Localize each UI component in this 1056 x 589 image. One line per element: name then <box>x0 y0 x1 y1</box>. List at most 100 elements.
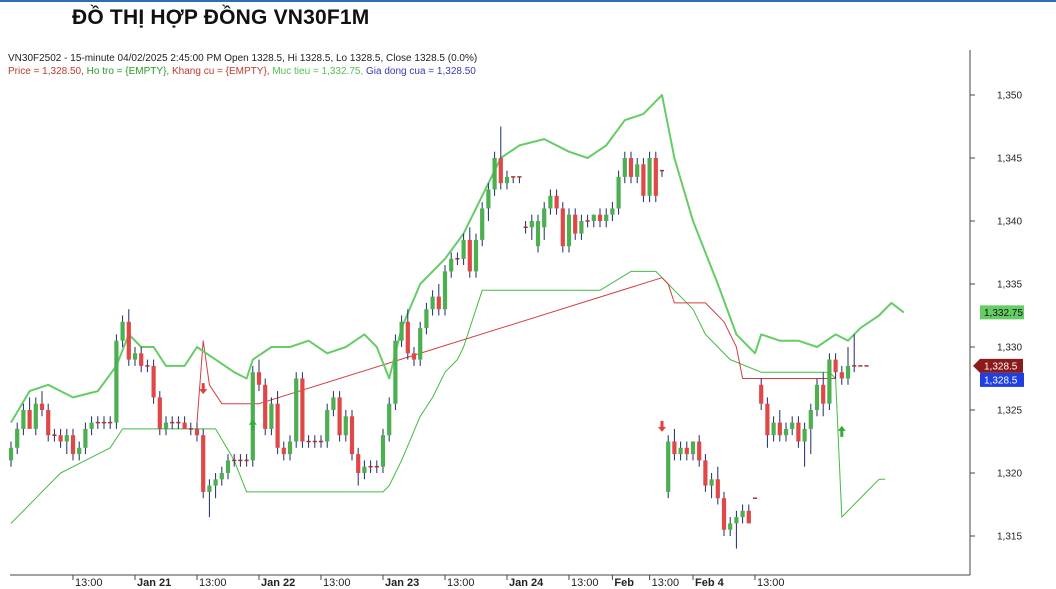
chart-axes: 1,315 1,320 1,325 1,330 1,335 1,340 1,345 1,350… <box>10 50 1022 589</box>
candle-body <box>728 523 733 530</box>
candle-body <box>362 466 367 473</box>
candle-body <box>387 403 392 436</box>
sell-arrow-icon <box>199 383 208 395</box>
candle-body <box>641 164 646 196</box>
resistance-line <box>196 277 836 423</box>
target-price-label-bg <box>980 305 1024 320</box>
candle-body <box>616 176 621 209</box>
candle-body <box>213 479 218 486</box>
candle-body <box>287 441 293 455</box>
legend-gia-dong-cua: Gia dong cua = 1,328.50 <box>366 66 476 77</box>
candle-body <box>405 321 410 354</box>
candle-body <box>560 208 565 247</box>
candle-body <box>821 384 826 404</box>
candle-body <box>529 221 534 228</box>
candle-body <box>27 410 32 429</box>
candle-body <box>70 435 76 455</box>
candle-body <box>777 422 782 436</box>
chart-price-labels: 1,332.75 1,328.5 1,328.5 <box>973 305 1024 387</box>
x-tick-label: Jan 24 <box>509 577 544 589</box>
candle-body <box>343 416 348 436</box>
candle-body <box>39 403 45 410</box>
candle-body <box>33 403 38 429</box>
chart-info-header: VN30F2502 - 15-minute 04/02/2025 2:45:00… <box>8 53 478 64</box>
x-tick-label: 13:00 <box>757 577 785 589</box>
candle-body <box>269 403 274 429</box>
candle-body <box>207 485 212 492</box>
candle-body <box>281 447 286 455</box>
candle-body <box>697 441 702 461</box>
x-tick-label: 13:00 <box>447 577 475 589</box>
candle-body <box>492 158 497 190</box>
x-tick-label: Jan 22 <box>261 577 295 589</box>
last-price-label: 1,328.5 <box>984 375 1018 386</box>
candle-body <box>399 321 404 341</box>
x-tick-label: Jan 23 <box>385 577 419 589</box>
candle-body <box>579 221 584 234</box>
candle-body <box>411 353 417 360</box>
candle-body <box>765 403 770 436</box>
candle-body <box>473 239 479 272</box>
candle-body <box>535 221 541 247</box>
candle-body <box>349 416 355 455</box>
candle-body <box>721 498 727 530</box>
y-tick-label: 1,340 <box>997 217 1022 228</box>
buy-arrow-icon <box>248 419 257 431</box>
candle-body <box>566 214 572 247</box>
candle-body <box>256 372 262 385</box>
x-tick-label: 13:00 <box>75 577 103 589</box>
candle-body <box>294 378 299 442</box>
y-tick-label: 1,320 <box>997 469 1022 480</box>
candle-body <box>486 189 491 209</box>
candle-body <box>790 422 795 429</box>
candle-body <box>610 208 615 215</box>
candle-body <box>139 353 144 366</box>
candle-body <box>46 410 51 436</box>
candle-body <box>380 435 386 467</box>
candle-body <box>157 397 162 429</box>
y-tick-label: 1,325 <box>997 406 1022 417</box>
candle-body <box>591 214 596 221</box>
candle-body <box>77 447 82 455</box>
buy-arrow-icon <box>837 425 846 437</box>
y-tick-label: 1,335 <box>997 280 1022 291</box>
top-accent-line <box>0 0 1056 2</box>
candle-body <box>653 158 658 196</box>
candle-body <box>114 340 119 423</box>
candle-body <box>8 447 14 461</box>
legend-khang-cu: Khang cu = {EMPTY}, <box>172 66 270 77</box>
candle-body <box>250 372 255 461</box>
candle-body <box>64 435 69 442</box>
candle-body <box>58 435 63 442</box>
candle-body <box>132 353 138 360</box>
candle-body <box>771 422 776 436</box>
candle-body <box>83 428 88 448</box>
candle-body <box>845 365 851 379</box>
candle-body <box>275 403 280 448</box>
candle-body <box>746 510 751 524</box>
legend-ho-tro: Ho tro = {EMPTY}, <box>86 66 170 77</box>
candle-body <box>151 365 156 398</box>
y-tick-label: 1,315 <box>997 532 1022 543</box>
candle-body <box>15 428 20 448</box>
y-tick-label: 1,330 <box>997 343 1022 354</box>
upper-band-line <box>10 94 905 424</box>
candle-body <box>163 422 169 429</box>
candle-body <box>325 410 330 442</box>
candle-body <box>808 410 813 429</box>
x-tick-label: 13:00 <box>571 577 599 589</box>
candle-body <box>703 460 708 486</box>
candle-body <box>219 473 224 480</box>
candle-body <box>120 321 125 341</box>
candle-body <box>759 384 764 404</box>
last-price-label-bg <box>980 372 1024 387</box>
candle-body <box>839 372 844 379</box>
candle-body <box>182 422 187 429</box>
candle-body <box>628 158 634 177</box>
x-tick-label: Feb 4 <box>695 577 725 589</box>
candle-body <box>542 208 547 228</box>
candle-body <box>436 296 441 310</box>
candle-body <box>690 441 696 455</box>
chart-candles <box>8 126 869 549</box>
